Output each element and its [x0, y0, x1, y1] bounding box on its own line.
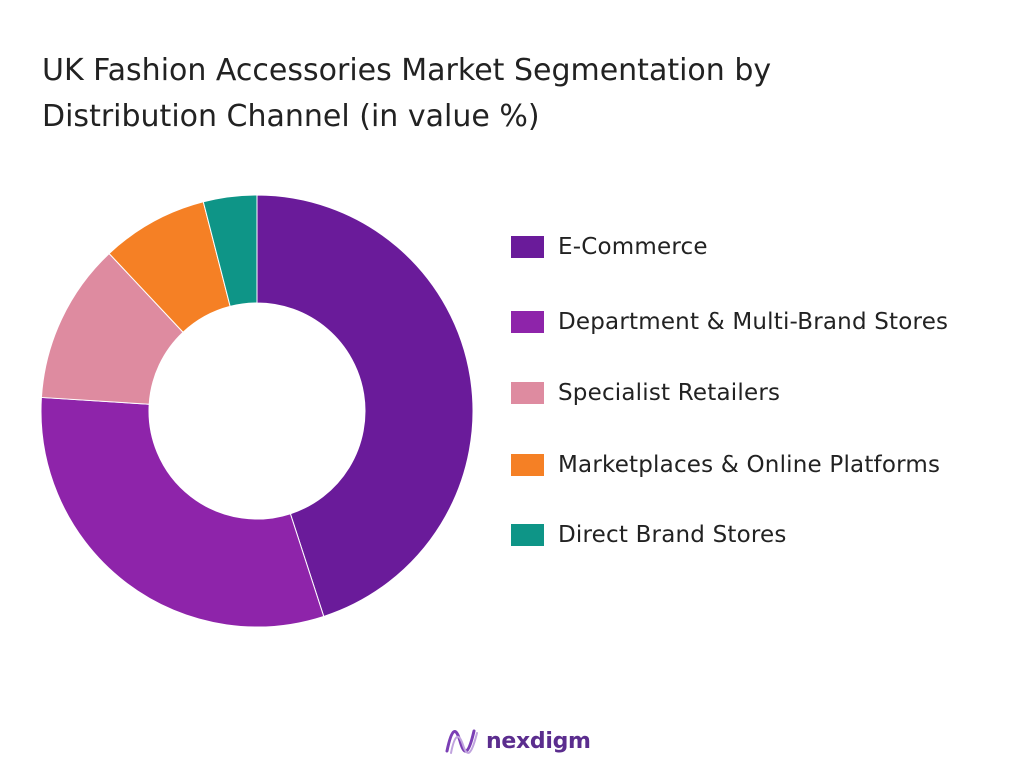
legend-label: Marketplaces & Online Platforms	[558, 452, 941, 478]
legend-item-department-multi-brand-stores: Department & Multi-Brand Stores	[511, 304, 948, 340]
legend-swatch	[511, 454, 544, 476]
nexdigm-wave-logo-icon	[445, 729, 478, 754]
donut-slice-e-commerce	[256, 194, 474, 618]
legend-label: Direct Brand Stores	[558, 522, 787, 548]
legend-item-direct-brand-stores: Direct Brand Stores	[511, 517, 787, 553]
legend-swatch	[511, 382, 544, 404]
legend-item-specialist-retailers: Specialist Retailers	[511, 375, 780, 411]
legend-swatch	[511, 236, 544, 258]
legend-swatch	[511, 524, 544, 546]
legend-item-marketplaces-online-platforms: Marketplaces & Online Platforms	[511, 447, 940, 483]
legend-label: Specialist Retailers	[558, 380, 781, 406]
brand-logo: nexdigm	[444, 722, 591, 760]
donut-slice-direct-brand-stores	[202, 194, 258, 308]
donut-slice-department-multi-brand-stores	[40, 396, 325, 628]
legend-swatch	[511, 311, 544, 333]
legend-label: E-Commerce	[558, 234, 708, 260]
brand-name: nexdigm	[486, 728, 591, 754]
legend-label: Department & Multi-Brand Stores	[558, 309, 949, 335]
legend-item-e-commerce: E-Commerce	[511, 229, 708, 265]
chart-title: UK Fashion Accessories Market Segmentati…	[42, 53, 772, 134]
